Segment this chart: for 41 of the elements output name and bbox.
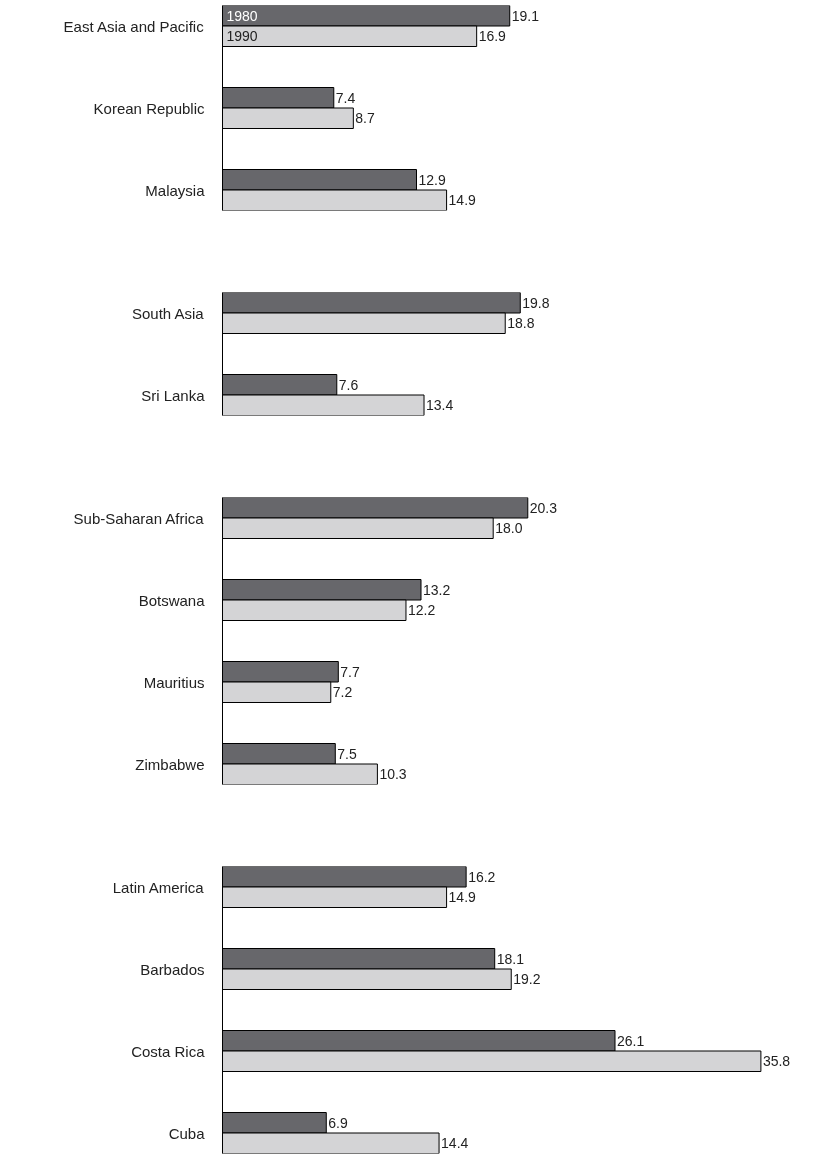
data-label: 19.1	[511, 7, 540, 24]
data-label: 19.2	[513, 971, 541, 988]
data-label: 12.9	[418, 171, 446, 188]
y-tick-label: Zimbabwe	[135, 755, 205, 773]
data-label: 20.3	[529, 499, 558, 516]
data-label: 18.1	[496, 950, 525, 967]
y-tick-label: Sri Lanka	[141, 386, 206, 404]
data-label: 19.8	[522, 294, 550, 311]
y-tick-label: Costa Rica	[131, 1042, 206, 1060]
data-label: 16.9	[478, 28, 507, 45]
data-label: 14.4	[441, 1135, 469, 1152]
y-tick-label: South Asia	[131, 304, 205, 322]
data-label: 18.8	[507, 315, 535, 332]
y-tick-label: Botswana	[138, 591, 206, 609]
data-label: 7.6	[338, 376, 359, 393]
data-label: 35.8	[762, 1053, 791, 1070]
data-label: 13.4	[426, 397, 454, 414]
data-label: 13.2	[423, 581, 451, 598]
y-tick-label: Sub-Saharan Africa	[73, 509, 205, 527]
y-tick-label: Malaysia	[145, 181, 206, 199]
data-label: 7.4	[335, 89, 356, 106]
y-tick-label: East Asia and Pacific	[63, 17, 205, 35]
series-label: 1990	[226, 28, 258, 45]
y-tick-label: Cuba	[168, 1124, 206, 1142]
data-label: 26.1	[617, 1032, 645, 1049]
data-label: 12.2	[407, 602, 436, 619]
data-label: 6.9	[328, 1114, 348, 1131]
data-label: 7.2	[332, 684, 353, 701]
data-label: 18.0	[495, 520, 523, 537]
y-tick-label: Korean Republic	[93, 99, 205, 117]
y-tick-label: Mauritius	[143, 673, 205, 691]
data-label: 14.9	[448, 889, 477, 906]
data-label: 7.5	[337, 745, 357, 762]
data-label: 10.3	[379, 766, 407, 783]
y-tick-label: Barbados	[140, 960, 205, 978]
data-label: 8.7	[355, 110, 376, 127]
data-label: 16.2	[468, 868, 496, 885]
series-label: 1980	[226, 7, 258, 24]
y-tick-label: Latin America	[112, 878, 205, 896]
data-label: 14.9	[448, 192, 477, 209]
data-label: 7.7	[340, 663, 360, 680]
